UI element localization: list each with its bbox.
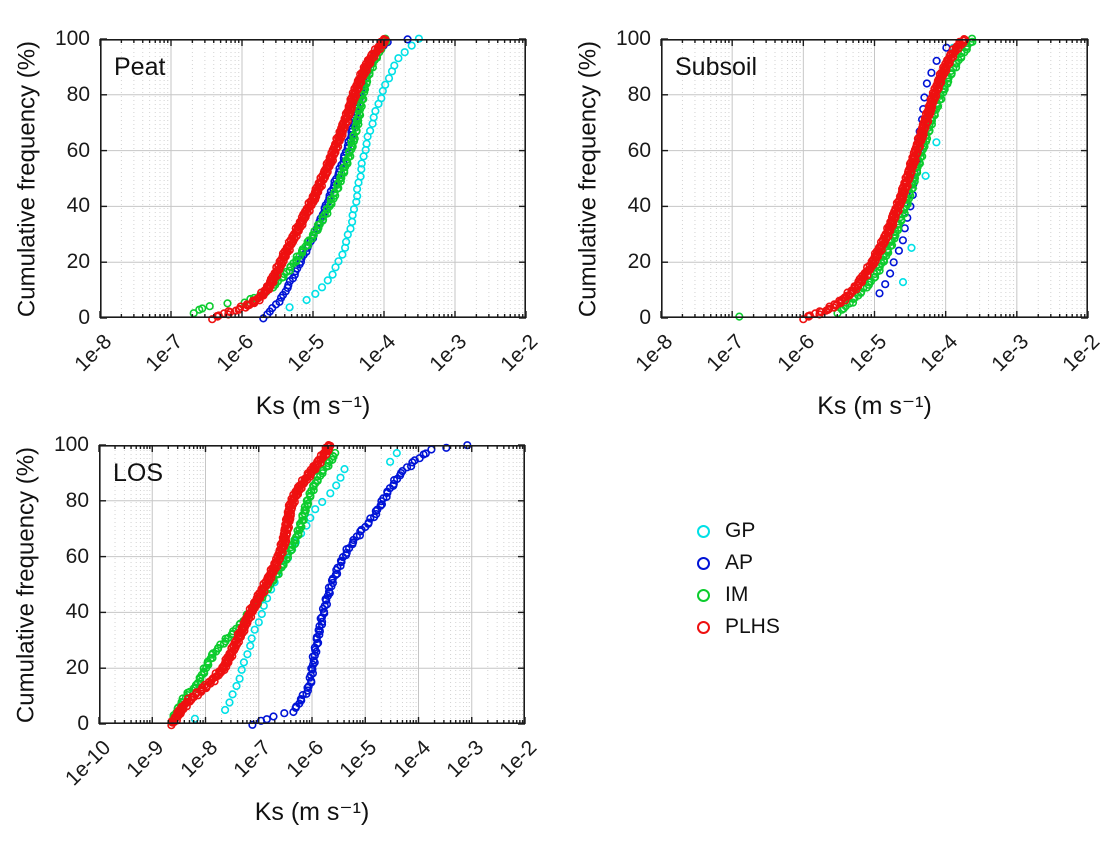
legend-label: AP	[725, 551, 754, 574]
y-tick-label: 20	[65, 656, 89, 680]
ap-marker-icon	[697, 556, 710, 570]
y-tick-label: 0	[77, 712, 89, 735]
axis-ticks	[660, 38, 1089, 319]
y-axis-label: Cumulative frequency (%)	[574, 40, 602, 318]
subplot-los: LOS Ks (m s⁻¹) Cumulative frequency (%) …	[13, 433, 542, 826]
y-tick-label: 0	[639, 306, 651, 329]
y-tick-label: 0	[78, 306, 90, 329]
series-AP	[248, 441, 472, 729]
y-tick-label: 100	[615, 27, 651, 50]
plhs-marker-icon	[697, 620, 710, 634]
x-axis-label: Ks (m s⁻¹)	[254, 798, 370, 826]
legend-item-ap: AP	[697, 547, 780, 579]
series-PLHS	[167, 440, 335, 730]
x-axis-label: Ks (m s⁻¹)	[817, 392, 932, 420]
grid	[662, 40, 1087, 317]
y-tick-label: 20	[66, 250, 90, 274]
panel-title-subsoil: Subsoil	[675, 53, 757, 81]
y-tick-label: 80	[627, 82, 651, 106]
plot-area-los	[98, 440, 526, 730]
x-axis-label: Ks (m s⁻¹)	[255, 392, 371, 420]
y-tick-label: 100	[54, 27, 90, 50]
series-PLHS	[208, 34, 390, 324]
series-AP	[259, 35, 412, 323]
gp-marker-icon	[697, 524, 710, 538]
y-tick-label: 60	[65, 544, 89, 568]
legend-item-gp: GP	[697, 515, 780, 547]
plot-area-subsoil	[660, 34, 1089, 324]
series-GP	[285, 34, 424, 312]
panel-title-los: LOS	[113, 459, 164, 487]
subplot-peat: Peat Ks (m s⁻¹) Cumulative frequency (%)…	[14, 27, 543, 420]
im-marker-icon	[697, 588, 710, 602]
y-axis-label: Cumulative frequency (%)	[13, 40, 41, 318]
y-tick-label: 20	[627, 250, 651, 274]
y-tick-label: 60	[627, 138, 651, 162]
legend-item-im: IM	[697, 579, 780, 611]
y-tick-label: 40	[66, 194, 90, 218]
axis-ticks	[98, 444, 526, 725]
y-tick-label: 100	[53, 433, 89, 456]
legend: GP AP IM PLHS	[697, 515, 780, 643]
y-tick-label: 40	[627, 194, 651, 218]
panel-title-peat: Peat	[114, 53, 166, 81]
axis-ticks	[99, 38, 527, 319]
subplot-subsoil: Subsoil Ks (m s⁻¹) Cumulative frequency …	[575, 27, 1105, 420]
y-tick-label: 40	[65, 600, 89, 624]
y-axis-label: Cumulative frequency (%)	[12, 446, 40, 724]
y-tick-label: 80	[65, 488, 89, 512]
legend-label: PLHS	[725, 615, 780, 638]
y-tick-label: 60	[66, 138, 90, 162]
legend-item-plhs: PLHS	[697, 611, 780, 643]
plot-area-peat	[99, 34, 527, 324]
y-tick-label: 80	[66, 82, 90, 106]
legend-label: GP	[725, 519, 756, 542]
legend-label: IM	[725, 583, 749, 606]
series-PLHS	[799, 34, 970, 324]
